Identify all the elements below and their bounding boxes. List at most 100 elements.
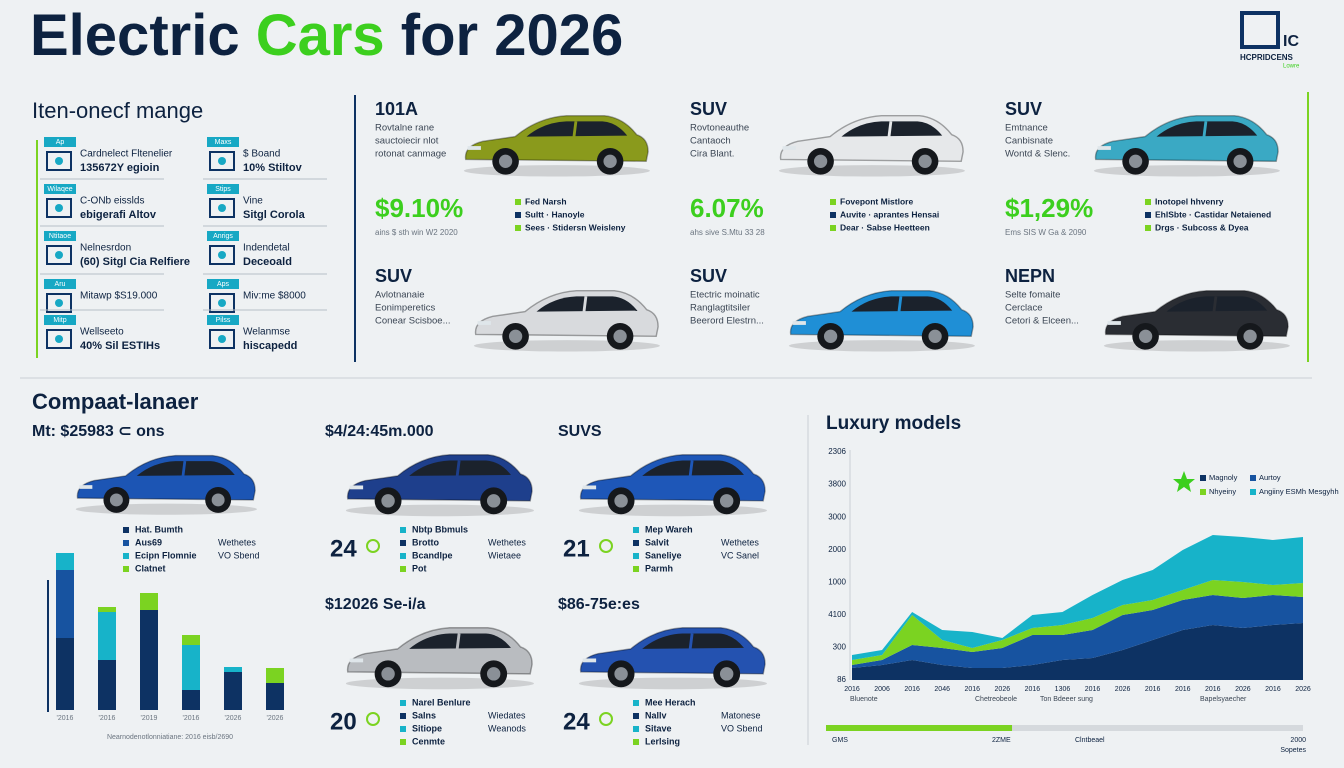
legend-label: Hat. Bumth <box>135 524 183 534</box>
x-tick-label: 2016 <box>1025 686 1041 693</box>
main-title: Electric Cars for 2026 <box>30 3 623 68</box>
bar-segment <box>56 570 74 638</box>
progress-track <box>826 725 1303 731</box>
legend-label: Mee Herach <box>645 697 696 707</box>
car-rim <box>1138 329 1153 343</box>
legend-swatch <box>1200 489 1206 495</box>
car-rim <box>498 154 513 168</box>
item-icon <box>209 329 235 349</box>
car-light <box>782 146 796 150</box>
card-price: $1,29% <box>1005 193 1093 223</box>
car-pillar <box>455 460 461 477</box>
car-image <box>345 454 534 517</box>
x-tick-label: 2026 <box>1235 686 1251 693</box>
item-value: 135672Y egioin <box>80 162 160 174</box>
card-heading: $86-75e:es <box>558 596 640 613</box>
legend-swatch <box>633 527 639 533</box>
car-window <box>526 121 628 137</box>
card-price: $9.10% <box>375 193 463 223</box>
car-light <box>1097 146 1111 150</box>
legend-swatch <box>400 739 406 745</box>
legend-note: Matonese <box>721 710 761 720</box>
item-line: Miv:me $8000 <box>243 291 306 302</box>
item-line: Cardnelect Fltenelier <box>80 149 173 160</box>
item-icon-dot <box>218 204 226 212</box>
bar-segment <box>56 553 74 570</box>
legend-swatch <box>400 566 406 572</box>
car-rim <box>613 329 627 343</box>
car-rim <box>719 494 734 508</box>
item-tag <box>44 279 76 289</box>
item-line: Wellseeto <box>80 327 124 338</box>
car-image <box>1103 289 1290 352</box>
item-tag-label: Ntitaoe <box>49 233 71 240</box>
bar-segment <box>98 612 116 660</box>
item-tag-label: Aru <box>55 281 66 288</box>
car-rim <box>614 494 628 508</box>
car-rim <box>823 329 838 343</box>
card-line: Emtnance <box>1005 123 1048 134</box>
x-tick-label: 2006 <box>874 686 890 693</box>
item-icon <box>209 293 235 313</box>
bar-segment <box>224 672 242 710</box>
item-icon-dot <box>218 157 226 165</box>
progress-label: GMS <box>832 737 848 744</box>
legend-swatch <box>1200 475 1206 481</box>
legend-label: Salvit <box>645 537 669 547</box>
item-line: $ Boand <box>243 149 280 160</box>
item-tag-label: Stips <box>215 186 231 193</box>
x-tick-label: 2026 <box>1115 686 1131 693</box>
x-tick-label: 2016 <box>1205 686 1221 693</box>
area <box>852 623 1303 680</box>
big-number-icon <box>599 539 613 553</box>
legend-swatch <box>633 726 639 732</box>
legend-swatch <box>633 553 639 559</box>
title-part: Cars <box>256 3 385 68</box>
car-light <box>582 485 597 490</box>
legend-swatch <box>1145 199 1151 205</box>
legend-swatch <box>515 212 521 218</box>
car-rim <box>381 667 395 681</box>
progress-label: 2ZME <box>992 737 1011 744</box>
item-icon-dot <box>218 299 226 307</box>
legend-label: Auvite · aprantes Hensai <box>840 209 939 219</box>
car-image <box>578 627 767 690</box>
item-tag-label: Maxs <box>215 139 232 146</box>
big-number-icon <box>599 712 613 726</box>
x-tick-label: 2026 <box>995 686 1011 693</box>
car-pillar <box>455 633 461 650</box>
car-image <box>1093 114 1280 177</box>
car-image <box>345 627 534 690</box>
car-pillar <box>688 633 694 650</box>
item-tag-label: Aps <box>217 281 230 288</box>
legend-swatch <box>123 527 129 533</box>
legend-label: Aurtoy <box>1259 473 1281 482</box>
legend-swatch <box>830 225 836 231</box>
item-tag-label: Ap <box>56 139 65 146</box>
item-tag <box>207 184 239 194</box>
card-footnote: ahs sive S.Mtu 33 28 <box>690 228 765 237</box>
legend-note: Wethetes <box>218 537 256 547</box>
x-tick-label: '2026 <box>225 715 242 722</box>
logo-text: HCPRIDCENS <box>1240 53 1294 62</box>
car-rim <box>1128 154 1143 168</box>
x-note: Chetreobeole <box>975 696 1017 703</box>
item-icon <box>46 329 72 349</box>
legend-star <box>1173 471 1195 492</box>
item-line: Mitawp $S19.000 <box>80 291 158 302</box>
car-light <box>79 485 93 489</box>
legend-label: Drgs · Subcoss & Dyea <box>1155 222 1249 232</box>
section-title: Compaat-lanaer <box>32 389 199 414</box>
car-window <box>841 121 943 137</box>
item-icon <box>46 293 72 313</box>
car-window <box>409 633 511 649</box>
car-rim <box>211 493 225 507</box>
legend-label: Narel Benlure <box>412 697 471 707</box>
card-footnote: ains $ sth win W2 2020 <box>375 228 458 237</box>
car-light <box>1107 321 1121 325</box>
card-heading: $4/24:45m.000 <box>325 423 434 440</box>
car-window <box>1166 296 1268 312</box>
car-rim <box>928 329 942 343</box>
bar-segment <box>56 638 74 710</box>
card-line: Cetori & Elceen... <box>1005 316 1079 327</box>
